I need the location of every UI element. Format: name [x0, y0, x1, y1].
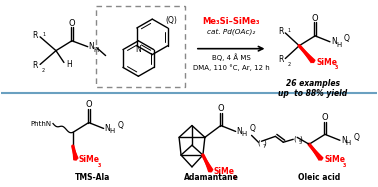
Text: SiMe: SiMe — [79, 156, 100, 165]
Text: TMS-Ala: TMS-Ala — [75, 173, 110, 182]
Text: R: R — [278, 27, 283, 36]
Polygon shape — [309, 144, 323, 160]
Text: 1: 1 — [42, 32, 45, 37]
Text: ): ) — [263, 139, 266, 145]
Text: 26 examples: 26 examples — [286, 79, 340, 88]
Bar — [96, 6, 185, 87]
Text: Q: Q — [249, 124, 256, 133]
Text: O: O — [312, 14, 318, 23]
Text: Q: Q — [118, 121, 123, 130]
Polygon shape — [299, 46, 315, 62]
Text: SiMe: SiMe — [324, 156, 345, 165]
Text: N: N — [341, 136, 347, 145]
Text: 7: 7 — [262, 144, 266, 149]
Text: N: N — [89, 42, 94, 51]
Polygon shape — [73, 146, 78, 160]
Text: O: O — [217, 104, 224, 113]
Text: O: O — [68, 19, 75, 27]
Text: N: N — [105, 124, 110, 133]
Text: 1: 1 — [287, 28, 290, 33]
Text: BQ, 4 Å MS: BQ, 4 Å MS — [212, 54, 251, 61]
Text: PhthN: PhthN — [30, 121, 51, 127]
Text: H: H — [66, 60, 72, 69]
Text: N: N — [331, 37, 337, 46]
Text: 5: 5 — [298, 140, 301, 145]
Text: 3: 3 — [233, 175, 236, 180]
Text: 2: 2 — [287, 62, 290, 68]
Text: ): ) — [299, 135, 302, 142]
Text: up  to 88% yield: up to 88% yield — [279, 88, 348, 97]
Polygon shape — [203, 155, 213, 172]
Text: 3: 3 — [335, 65, 338, 70]
Text: Me₃Si–SiMe₃: Me₃Si–SiMe₃ — [203, 17, 260, 26]
Text: H: H — [242, 131, 247, 137]
Text: (: ( — [258, 139, 260, 145]
Text: N: N — [135, 45, 141, 54]
Text: SiMe: SiMe — [316, 58, 337, 67]
Text: Q: Q — [344, 34, 350, 43]
Text: 2: 2 — [42, 68, 45, 73]
Text: N: N — [237, 127, 242, 136]
Text: R: R — [278, 55, 283, 64]
Text: cat. Pd(OAc)₂: cat. Pd(OAc)₂ — [207, 29, 255, 35]
Text: H: H — [94, 47, 99, 53]
Text: O: O — [85, 100, 92, 109]
Text: 3: 3 — [98, 163, 101, 168]
Text: H: H — [336, 42, 341, 48]
Text: 3: 3 — [343, 163, 346, 168]
Text: R: R — [33, 61, 38, 70]
Text: (: ( — [293, 135, 296, 142]
Text: (Q): (Q) — [165, 16, 177, 25]
Text: Adamantane: Adamantane — [184, 173, 239, 182]
Text: Q: Q — [354, 133, 359, 142]
Text: H: H — [346, 140, 351, 146]
Text: Oleic acid: Oleic acid — [298, 173, 340, 182]
Text: O: O — [322, 113, 328, 122]
Text: DMA, 110 °C, Ar, 12 h: DMA, 110 °C, Ar, 12 h — [193, 64, 270, 71]
Text: SiMe: SiMe — [214, 167, 235, 176]
Text: R: R — [33, 31, 38, 40]
Text: H: H — [110, 128, 115, 134]
